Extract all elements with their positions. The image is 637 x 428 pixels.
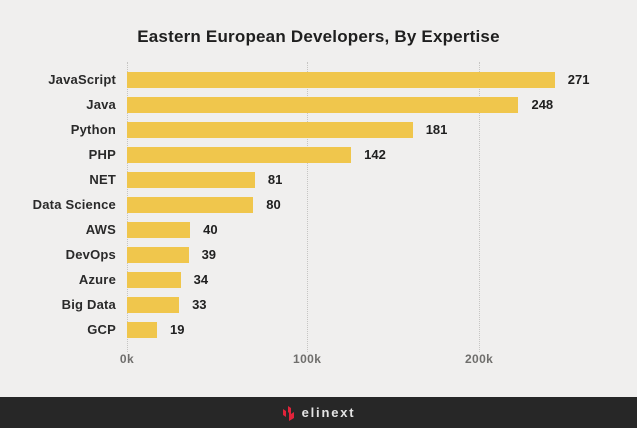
category-label: DevOps [65,247,116,262]
bar-track: 19 [127,321,610,338]
value-label: 19 [169,322,185,337]
x-tick-label: 0k [119,352,135,366]
bar-track: 81 [127,171,610,188]
bar-track: 181 [127,121,610,138]
bar-track: 33 [127,296,610,313]
chart-row: AWS 40 [86,217,610,242]
footer-bar: elinext [0,397,637,428]
logo-shape [282,405,294,421]
chart-row: Data Science 80 [33,192,610,217]
bar [127,171,255,188]
value-label: 33 [192,297,207,312]
category-label: PHP [88,147,116,162]
category-label: AWS [85,222,116,237]
category-label: Big Data [61,297,116,312]
category-label: JavaScript [48,72,116,87]
bar-track: 34 [127,271,610,288]
chart-row: DevOps 39 [66,242,610,267]
category-label: GCP [87,322,116,337]
bar [127,221,191,238]
x-tick-label: 100k [293,352,322,366]
chart-row: Azure 34 [79,267,610,292]
category-label: Data Science [32,197,116,212]
value-label: 248 [531,97,554,112]
brand-wordmark: elinext [301,405,356,420]
value-label: 271 [567,72,590,87]
bar [127,246,189,263]
value-label: 181 [425,122,448,137]
chart-row: PHP 142 [89,142,610,167]
bar-chart: JavaScript 271 Java 248 Python 181 PHP 1… [33,62,610,368]
x-axis: 0k 100k 200k [120,342,610,368]
chart-row: GCP 19 [87,317,610,342]
category-label: NET [89,172,116,187]
chart-row: NET 81 [89,167,610,192]
bar-track: 80 [127,196,610,213]
bar-track: 142 [127,146,610,163]
category-label: Java [86,97,116,112]
chart-row: Python 181 [71,117,610,142]
chart-title: Eastern European Developers, By Expertis… [137,27,500,46]
chart-rows: JavaScript 271 Java 248 Python 181 PHP 1… [33,62,610,352]
value-label: 34 [193,272,209,287]
bar-track: 40 [127,221,610,238]
chart-row: Java 248 [86,92,610,117]
value-label: 40 [203,222,218,237]
bar [127,196,254,213]
value-label: 80 [266,197,281,212]
bar [127,121,413,138]
bar-track: 248 [127,96,610,113]
bar [127,271,181,288]
value-label: 39 [201,247,217,262]
bar [127,321,157,338]
chart-row: Big Data 33 [62,292,610,317]
bar [127,296,180,313]
bar-track: 271 [127,71,610,88]
bar [127,96,519,113]
value-label: 142 [364,147,386,162]
x-tick-label: 200k [464,352,494,366]
chart-row: JavaScript 271 [48,67,610,92]
bar [127,71,555,88]
value-label: 81 [267,172,283,187]
category-label: Azure [78,272,116,287]
category-label: Python [70,122,116,137]
bar [127,146,352,163]
bar-track: 39 [127,246,610,263]
elinext-logo-icon [282,405,294,421]
